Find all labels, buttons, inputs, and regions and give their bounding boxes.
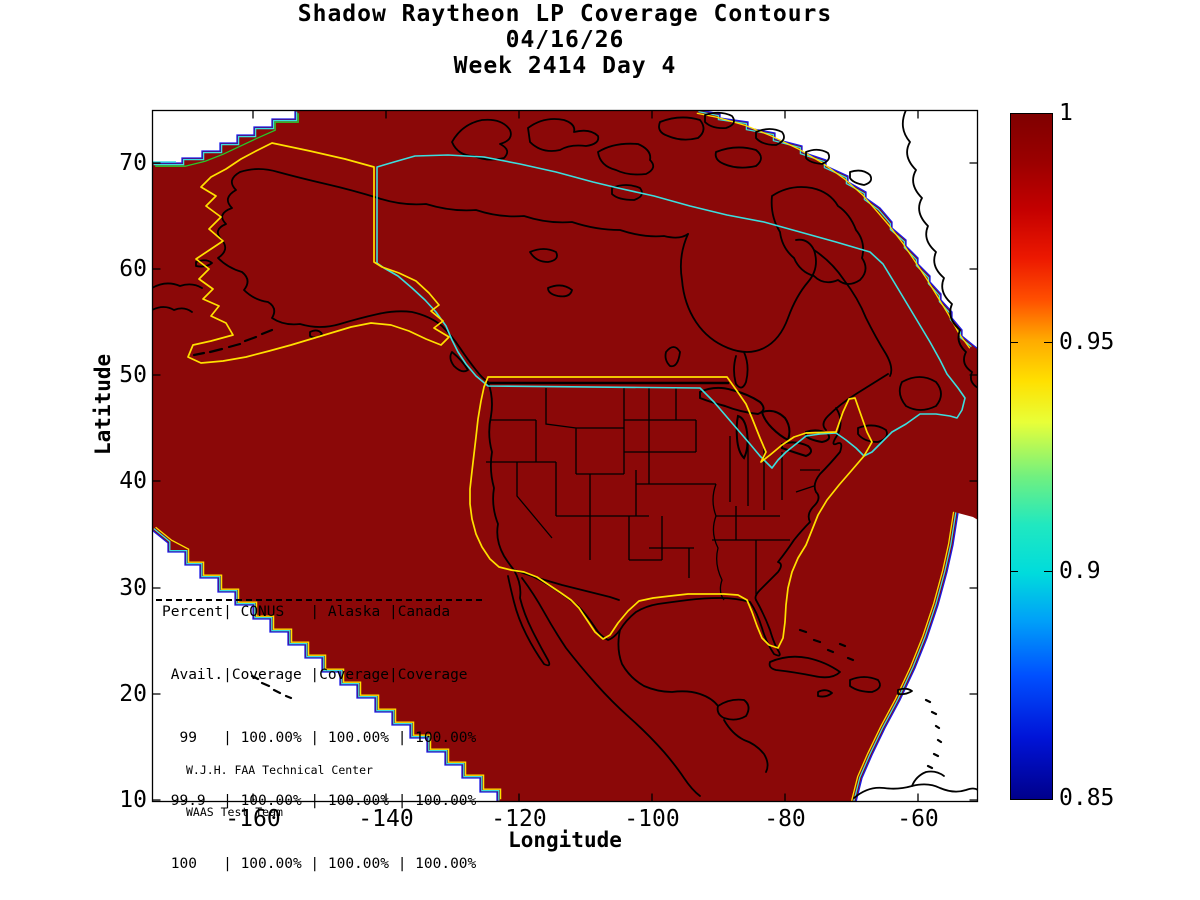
colorbar-tick (1010, 571, 1018, 572)
coverage-map (151, 109, 979, 803)
x-tick-label: -120 (491, 806, 547, 832)
y-tick-label: 10 (119, 787, 147, 813)
x-tick-label: -140 (358, 806, 414, 832)
coverage-edge-contour-fringe (152, 110, 978, 802)
table-separator (156, 599, 482, 601)
conus-contour-yellow (469, 376, 873, 649)
y-tick-label: 20 (119, 681, 147, 707)
credit-note: W.J.H. FAA Technical Center WAAS Test Te… (186, 735, 373, 847)
alaska-contour-yellow (187, 142, 450, 364)
y-tick-label: 30 (119, 575, 147, 601)
canada-contour-cyan (152, 154, 966, 469)
x-tick-label: -60 (897, 806, 939, 832)
colorbar-label: 0.85 (1059, 785, 1115, 811)
title-line-3: Week 2414 Day 4 (453, 53, 677, 79)
colorbar-label: 0.9 (1059, 558, 1101, 584)
table-line: 99.9 | 100.00% | 100.00% | 100.00% (162, 793, 477, 809)
state-borders (486, 388, 820, 601)
x-tick-label: -100 (624, 806, 680, 832)
x-tick-label: -160 (225, 806, 281, 832)
colorbar-tick (1044, 571, 1052, 572)
y-tick-label: 60 (119, 256, 147, 282)
availability-table: Percent| CONUS | Alaska |Canada Avail.|C… (156, 560, 482, 900)
credit-line: WAAS Test Team (186, 805, 283, 819)
no-coverage-corners (152, 110, 978, 802)
plot-area (151, 109, 980, 804)
coastlines (152, 110, 978, 799)
title-line-1: Shadow Raytheon LP Coverage Contours (297, 1, 833, 27)
colorbar-tick (1044, 342, 1052, 343)
plot-border (151, 109, 979, 803)
table-line: 100 | 100.00% | 100.00% | 100.00% (162, 856, 477, 872)
figure-title: Shadow Raytheon LP Coverage Contours 04/… (152, 1, 978, 79)
colorbar (1010, 113, 1053, 800)
x-tick-label: -80 (764, 806, 806, 832)
table-line: Percent| CONUS | Alaska |Canada (162, 604, 451, 620)
title-line-2: 04/16/26 (505, 27, 625, 53)
y-tick-label: 50 (119, 362, 147, 388)
credit-line: W.J.H. FAA Technical Center (186, 763, 373, 777)
colorbar-label: 1 (1059, 100, 1073, 126)
colorbar-label: 0.95 (1059, 329, 1115, 355)
y-tick-label: 40 (119, 468, 147, 494)
x-axis-label: Longitude (508, 828, 622, 852)
colorbar-tick (1010, 342, 1018, 343)
axis-tick-marks (152, 110, 978, 802)
y-tick-label: 70 (119, 150, 147, 176)
table-line: Avail.|Coverage |Coverage|Coverage (162, 667, 468, 683)
table-line: 99 | 100.00% | 100.00% | 100.00% (162, 730, 477, 746)
